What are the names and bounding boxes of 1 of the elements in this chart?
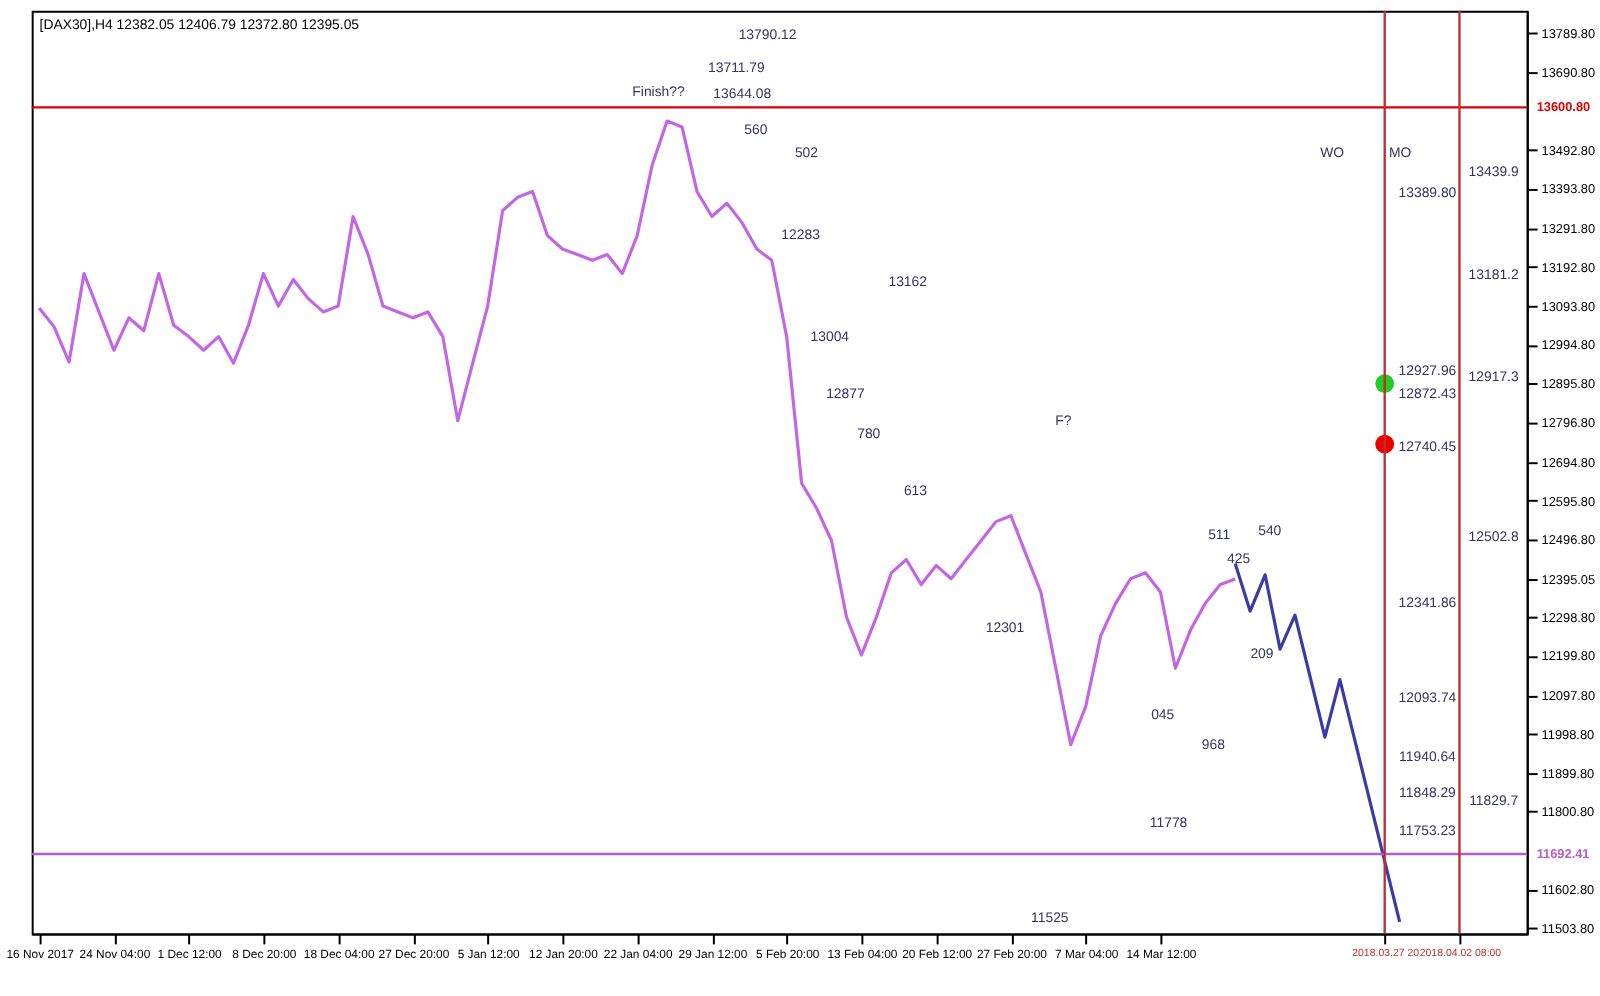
line-series	[1233, 561, 1402, 924]
